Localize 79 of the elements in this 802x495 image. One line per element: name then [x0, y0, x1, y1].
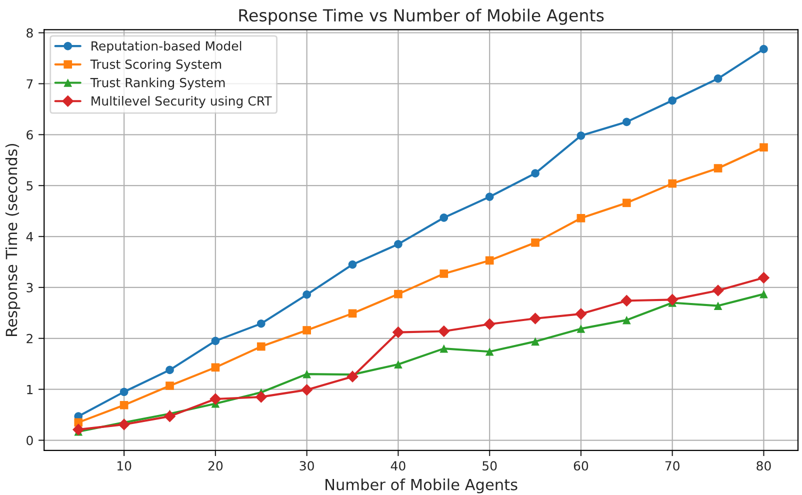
point [714, 164, 722, 172]
point [485, 256, 494, 265]
point [712, 284, 724, 296]
point [392, 326, 404, 338]
point [440, 270, 448, 278]
point [484, 318, 496, 330]
point [346, 370, 358, 382]
y-tick-label: 2 [26, 334, 32, 344]
point [575, 308, 587, 320]
point [576, 214, 586, 222]
point [166, 366, 174, 374]
x-tick-label: 10 [117, 461, 132, 471]
point [529, 312, 542, 324]
x-tick-label: 50 [482, 461, 497, 471]
point [714, 302, 722, 310]
y-tick-label: 7 [26, 79, 33, 88]
point [758, 272, 770, 284]
point [348, 260, 357, 269]
y-tick-label: 6 [26, 130, 33, 140]
point [714, 74, 722, 83]
point [576, 131, 586, 140]
point [485, 192, 494, 201]
point [440, 213, 448, 222]
point [622, 118, 631, 126]
point [394, 290, 402, 298]
point [118, 418, 130, 430]
point [666, 294, 678, 306]
legend-label: Trust Scoring System [90, 59, 222, 72]
point [622, 316, 631, 324]
point [438, 325, 450, 338]
y-tick-label: 1 [27, 384, 33, 394]
x-axis-title: Number of Mobile Agents [326, 478, 518, 494]
point [72, 424, 84, 436]
point [760, 44, 768, 54]
x-tick-label: 20 [208, 461, 223, 471]
point [300, 384, 313, 396]
point [164, 410, 176, 422]
point [576, 324, 586, 333]
legend-label: Reputation-based Model [92, 40, 242, 54]
y-tick-label: 0 [26, 436, 33, 446]
point [668, 179, 677, 188]
point [531, 337, 540, 346]
x-tick-label: 40 [390, 461, 406, 471]
point [531, 169, 540, 178]
y-axis-title: Response Time (seconds) [5, 144, 20, 336]
point [485, 347, 494, 356]
point [760, 143, 768, 152]
y-tick-label: 8 [26, 28, 33, 38]
point [440, 344, 448, 353]
point [302, 370, 311, 378]
point [210, 393, 222, 405]
y-tick-label: 3 [26, 282, 33, 292]
point [668, 96, 677, 105]
point [120, 388, 128, 396]
point [348, 309, 357, 318]
y-tick-label: 5 [26, 181, 33, 190]
x-tick-label: 80 [756, 461, 771, 471]
chart-title: Response Time vs Number of Mobile Agents [239, 8, 604, 25]
point [256, 319, 266, 328]
point [255, 391, 268, 403]
point [211, 363, 220, 372]
point [394, 360, 402, 369]
x-tick-label: 60 [574, 461, 588, 471]
legend-label: Multilevel Security using CRT [92, 96, 272, 108]
x-tick-label: 30 [300, 461, 314, 471]
legend-label: Trust Ranking System [90, 78, 225, 90]
point [531, 238, 540, 247]
x-tick-label: 70 [665, 461, 680, 471]
point [166, 382, 174, 390]
point [120, 400, 128, 410]
point [256, 342, 266, 351]
point [622, 198, 631, 208]
point [620, 294, 633, 307]
point [302, 290, 311, 299]
point [760, 290, 768, 298]
y-tick-label: 4 [26, 232, 33, 242]
point [211, 336, 220, 346]
point [302, 326, 311, 334]
point [394, 240, 402, 248]
